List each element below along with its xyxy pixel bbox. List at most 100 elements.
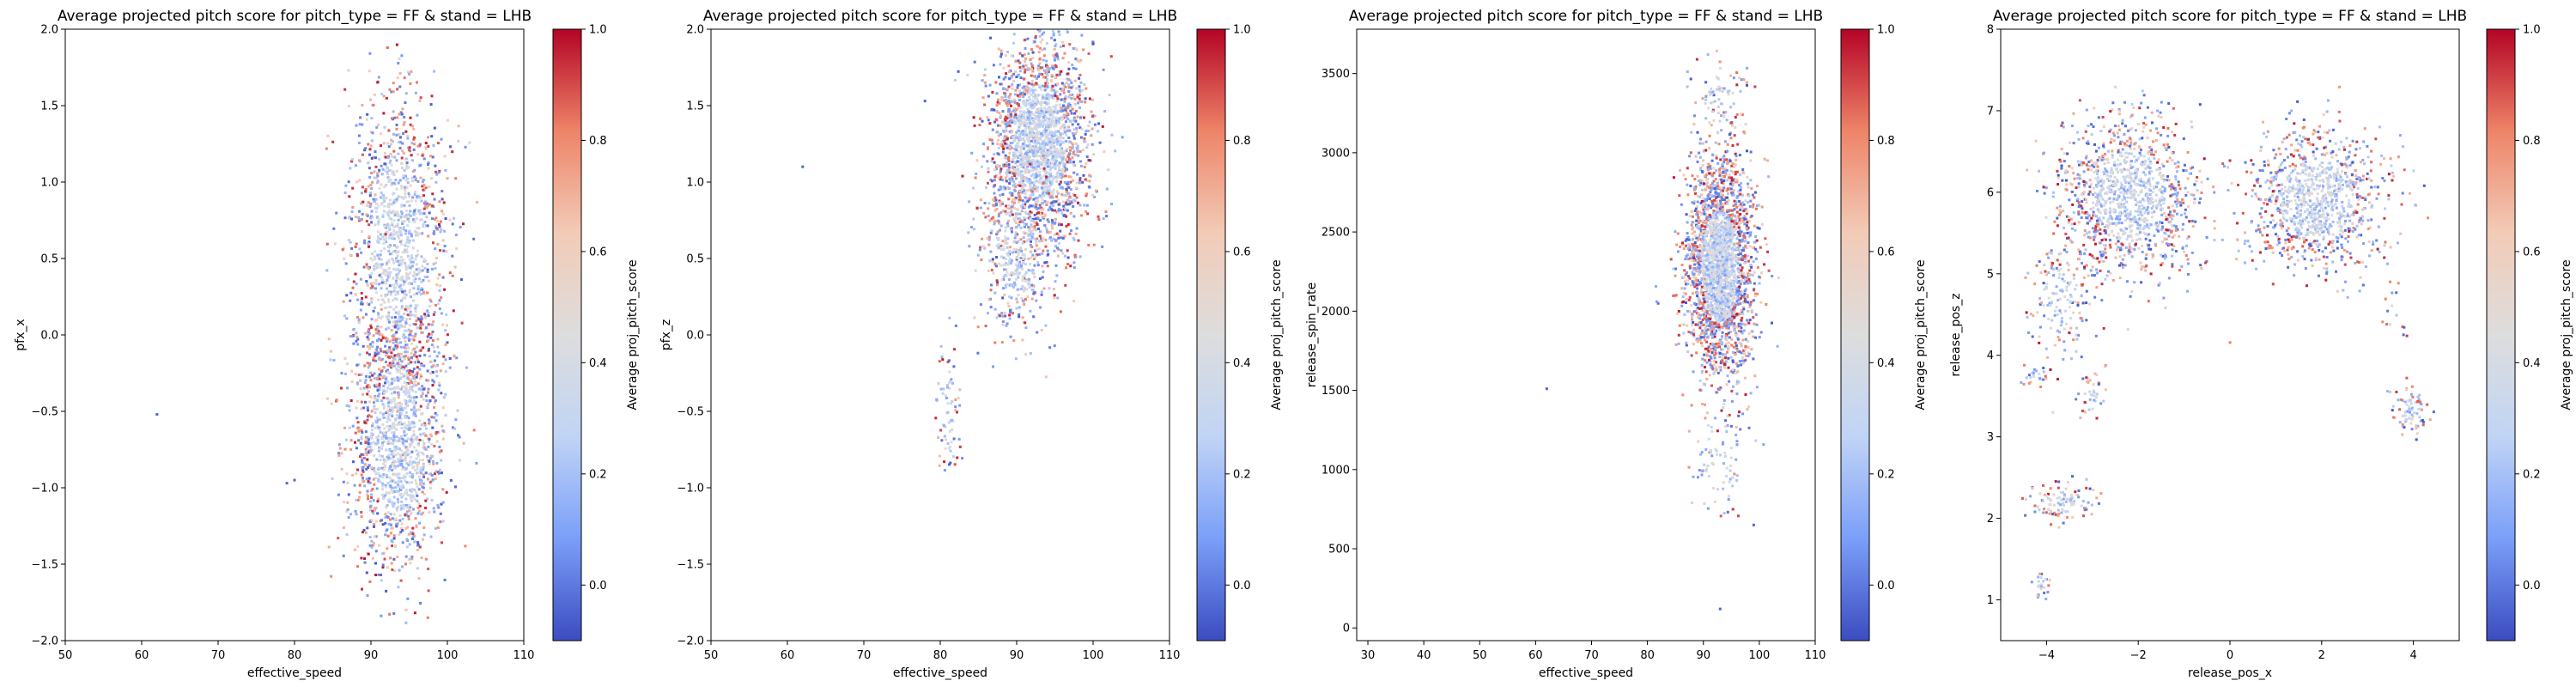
scatter-point xyxy=(1010,146,1013,149)
scatter-point xyxy=(1021,262,1024,265)
scatter-point xyxy=(395,124,398,126)
scatter-point xyxy=(356,565,360,568)
scatter-point xyxy=(383,392,386,395)
scatter-point xyxy=(1067,137,1071,139)
scatter-point xyxy=(330,575,333,578)
scatter-point xyxy=(390,234,393,237)
scatter-point xyxy=(382,238,386,241)
scatter-point xyxy=(426,268,429,271)
scatter-point xyxy=(361,316,365,319)
scatter-point xyxy=(391,408,394,411)
scatter-point xyxy=(448,366,452,369)
scatter-point xyxy=(1052,188,1055,192)
scatter-point xyxy=(404,187,407,191)
scatter-point xyxy=(472,237,476,240)
scatter-point xyxy=(388,356,392,360)
scatter-point xyxy=(1042,95,1045,99)
scatter-point xyxy=(348,426,351,429)
scatter-point xyxy=(1057,234,1060,237)
scatter-point xyxy=(424,507,428,509)
scatter-point xyxy=(1065,114,1068,118)
scatter-point xyxy=(415,234,418,237)
scatter-point xyxy=(380,258,383,261)
scatter-point xyxy=(396,344,398,348)
scatter-point xyxy=(409,494,412,497)
scatter-point xyxy=(378,356,381,360)
scatter-point xyxy=(1024,192,1027,195)
scatter-point xyxy=(1012,33,1016,36)
scatter-point xyxy=(1056,97,1060,100)
scatter-point xyxy=(1047,179,1050,183)
scatter-point xyxy=(398,369,401,373)
scatter-point xyxy=(393,116,397,119)
scatter-point xyxy=(1013,98,1017,101)
scatter-point xyxy=(1012,154,1016,157)
scatter-point xyxy=(996,230,999,234)
scatter-point xyxy=(390,489,393,492)
scatter-point xyxy=(1023,110,1026,113)
scatter-point xyxy=(434,399,437,402)
scatter-point xyxy=(378,157,381,161)
scatter-point xyxy=(386,420,389,423)
scatter-point xyxy=(402,494,405,497)
scatter-point xyxy=(1038,204,1042,207)
scatter-point xyxy=(410,264,414,268)
scatter-point xyxy=(1055,95,1059,98)
scatter-point xyxy=(1033,173,1036,177)
scatter-point xyxy=(435,413,439,416)
scatter-point xyxy=(1063,169,1066,173)
scatter-point xyxy=(368,223,371,227)
scatter-point xyxy=(386,318,390,321)
scatter-point xyxy=(377,316,380,319)
scatter-point xyxy=(1031,166,1035,169)
scatter-point xyxy=(1070,97,1073,100)
scatter-point xyxy=(1045,226,1048,229)
scatter-point xyxy=(422,152,424,155)
scatter-point xyxy=(997,237,1000,240)
scatter-point xyxy=(999,185,1002,188)
scatter-point xyxy=(396,324,398,327)
scatter-point xyxy=(1046,82,1049,85)
scatter-point xyxy=(1034,249,1037,252)
scatter-point xyxy=(374,165,378,168)
scatter-point xyxy=(1010,114,1013,118)
scatter-point xyxy=(1043,200,1047,203)
scatter-point xyxy=(410,397,412,400)
scatter-point xyxy=(1041,198,1044,202)
scatter-point xyxy=(1034,255,1037,258)
scatter-point xyxy=(1024,248,1027,252)
scatter-point xyxy=(998,101,1001,105)
scatter-point xyxy=(401,149,404,153)
scatter-point xyxy=(1065,168,1068,172)
scatter-point xyxy=(402,228,405,231)
scatter-point xyxy=(429,372,432,375)
scatter-point xyxy=(367,495,370,498)
scatter-point xyxy=(1076,115,1079,119)
scatter-point xyxy=(1034,117,1037,120)
scatter-point xyxy=(399,258,403,262)
scatter-point xyxy=(369,98,372,101)
scatter-point xyxy=(437,430,440,434)
scatter-point xyxy=(1078,160,1082,163)
scatter-point xyxy=(366,594,369,597)
scatter-point xyxy=(420,315,423,319)
scatter-point xyxy=(404,489,408,491)
scatter-point xyxy=(1084,87,1088,90)
scatter-point xyxy=(1011,141,1014,144)
scatter-point xyxy=(406,427,410,430)
scatter-point xyxy=(1042,161,1045,164)
scatter-point xyxy=(1054,83,1058,87)
scatter-point xyxy=(410,438,413,441)
scatter-point xyxy=(1059,173,1062,175)
scatter-point xyxy=(391,544,394,548)
scatter-point xyxy=(412,293,416,296)
scatter-point xyxy=(1024,131,1027,135)
scatter-point xyxy=(1008,148,1012,151)
scatter-point xyxy=(401,409,404,411)
scatter-point xyxy=(1073,79,1077,82)
scatter-point xyxy=(1022,185,1024,188)
scatter-point xyxy=(408,427,411,430)
scatter-point xyxy=(380,399,384,403)
scatter-point xyxy=(405,449,409,453)
